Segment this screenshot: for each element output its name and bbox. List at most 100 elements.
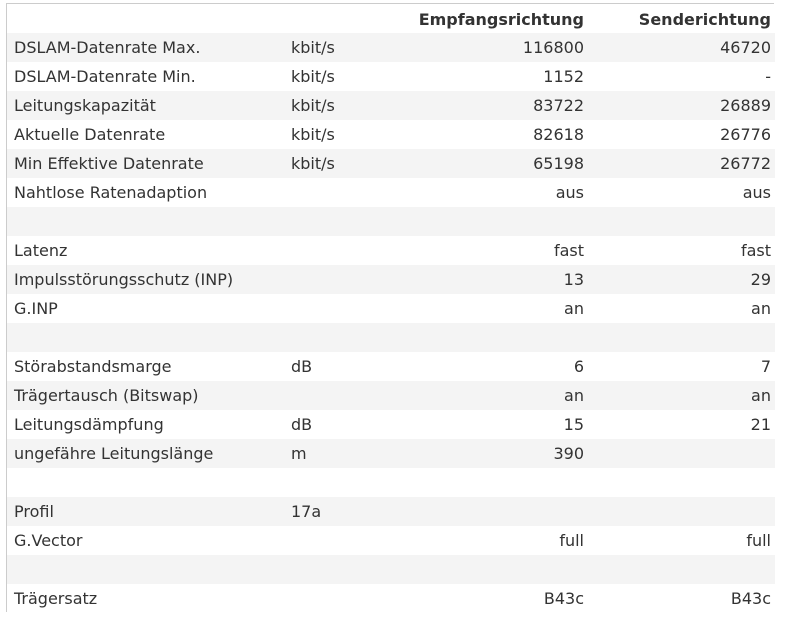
row-upstream-value: 26889 <box>589 91 775 120</box>
row-label: Nahtlose Ratenadaption <box>7 178 285 207</box>
row-downstream-value <box>405 207 589 236</box>
row-label: ungefähre Leitungslänge <box>7 439 285 468</box>
row-label: Impulsstörungsschutz (INP) <box>7 265 285 294</box>
header-unit <box>285 4 405 33</box>
row-downstream-value: aus <box>405 178 589 207</box>
table-row: Trägersatz B43c B43c <box>7 584 775 613</box>
row-upstream-value <box>589 323 775 352</box>
row-unit: kbit/s <box>285 33 405 62</box>
row-upstream-value: 29 <box>589 265 775 294</box>
table-row: DSLAM-Datenrate Max. kbit/s 116800 46720 <box>7 33 775 62</box>
row-unit <box>285 526 405 555</box>
row-downstream-value: 15 <box>405 410 589 439</box>
table-row: Nahtlose Ratenadaption aus aus <box>7 178 775 207</box>
table-row: Profil 17a <box>7 497 775 526</box>
row-unit: kbit/s <box>285 149 405 178</box>
row-label: Trägersatz <box>7 584 285 613</box>
row-unit: dB <box>285 410 405 439</box>
row-upstream-value <box>589 555 775 584</box>
row-unit <box>285 207 405 236</box>
row-upstream-value: 21 <box>589 410 775 439</box>
row-label: Aktuelle Datenrate <box>7 120 285 149</box>
table-row-spacer <box>7 468 775 497</box>
row-unit: 17a <box>285 497 405 526</box>
row-upstream-value <box>589 468 775 497</box>
row-label <box>7 468 285 497</box>
table-row: Störabstandsmarge dB 6 7 <box>7 352 775 381</box>
row-downstream-value: 116800 <box>405 33 589 62</box>
row-unit <box>285 555 405 584</box>
row-label: Min Effektive Datenrate <box>7 149 285 178</box>
row-label <box>7 323 285 352</box>
row-upstream-value <box>589 439 775 468</box>
row-upstream-value: aus <box>589 178 775 207</box>
row-label: G.Vector <box>7 526 285 555</box>
row-upstream-value: fast <box>589 236 775 265</box>
table-row: Impulsstörungsschutz (INP) 13 29 <box>7 265 775 294</box>
table-row: G.INP an an <box>7 294 775 323</box>
row-downstream-value: an <box>405 381 589 410</box>
table-row: DSLAM-Datenrate Min. kbit/s 1152 - <box>7 62 775 91</box>
table-row: Aktuelle Datenrate kbit/s 82618 26776 <box>7 120 775 149</box>
row-label <box>7 207 285 236</box>
table-row: ungefähre Leitungslänge m 390 <box>7 439 775 468</box>
row-upstream-value <box>589 497 775 526</box>
table-row: Trägertausch (Bitswap) an an <box>7 381 775 410</box>
row-unit <box>285 381 405 410</box>
row-label: Leitungsdämpfung <box>7 410 285 439</box>
row-downstream-value: B43c <box>405 584 589 613</box>
table-row-spacer <box>7 207 775 236</box>
table-row: Leitungsdämpfung dB 15 21 <box>7 410 775 439</box>
table-row-spacer <box>7 555 775 584</box>
header-upstream: Senderichtung <box>589 4 775 33</box>
row-label: DSLAM-Datenrate Max. <box>7 33 285 62</box>
row-label <box>7 555 285 584</box>
row-upstream-value: 26772 <box>589 149 775 178</box>
row-upstream-value: - <box>589 62 775 91</box>
row-label: DSLAM-Datenrate Min. <box>7 62 285 91</box>
row-downstream-value: 6 <box>405 352 589 381</box>
row-downstream-value <box>405 555 589 584</box>
row-upstream-value: 26776 <box>589 120 775 149</box>
row-unit: m <box>285 439 405 468</box>
dsl-info-panel: Empfangsrichtung Senderichtung DSLAM-Dat… <box>6 3 775 613</box>
row-downstream-value <box>405 497 589 526</box>
row-downstream-value: 1152 <box>405 62 589 91</box>
row-label: Latenz <box>7 236 285 265</box>
row-label: Trägertausch (Bitswap) <box>7 381 285 410</box>
row-unit <box>285 178 405 207</box>
row-unit <box>285 236 405 265</box>
row-upstream-value: an <box>589 381 775 410</box>
row-unit <box>285 584 405 613</box>
row-downstream-value: 13 <box>405 265 589 294</box>
dsl-line-table: Empfangsrichtung Senderichtung DSLAM-Dat… <box>7 4 775 613</box>
row-unit: dB <box>285 352 405 381</box>
row-downstream-value: fast <box>405 236 589 265</box>
row-unit: kbit/s <box>285 120 405 149</box>
row-downstream-value <box>405 323 589 352</box>
row-unit <box>285 323 405 352</box>
row-label: Profil <box>7 497 285 526</box>
table-row: Min Effektive Datenrate kbit/s 65198 267… <box>7 149 775 178</box>
row-upstream-value: full <box>589 526 775 555</box>
row-unit <box>285 265 405 294</box>
row-upstream-value: an <box>589 294 775 323</box>
table-row: Leitungskapazität kbit/s 83722 26889 <box>7 91 775 120</box>
row-unit <box>285 468 405 497</box>
row-downstream-value <box>405 468 589 497</box>
table-row: G.Vector full full <box>7 526 775 555</box>
row-unit: kbit/s <box>285 62 405 91</box>
row-label: Leitungskapazität <box>7 91 285 120</box>
row-downstream-value: full <box>405 526 589 555</box>
header-downstream: Empfangsrichtung <box>405 4 589 33</box>
row-upstream-value <box>589 207 775 236</box>
row-label: Störabstandsmarge <box>7 352 285 381</box>
row-downstream-value: 390 <box>405 439 589 468</box>
row-label: G.INP <box>7 294 285 323</box>
header-label <box>7 4 285 33</box>
table-row-spacer <box>7 323 775 352</box>
row-unit: kbit/s <box>285 91 405 120</box>
row-downstream-value: 83722 <box>405 91 589 120</box>
table-row: Latenz fast fast <box>7 236 775 265</box>
row-upstream-value: 7 <box>589 352 775 381</box>
